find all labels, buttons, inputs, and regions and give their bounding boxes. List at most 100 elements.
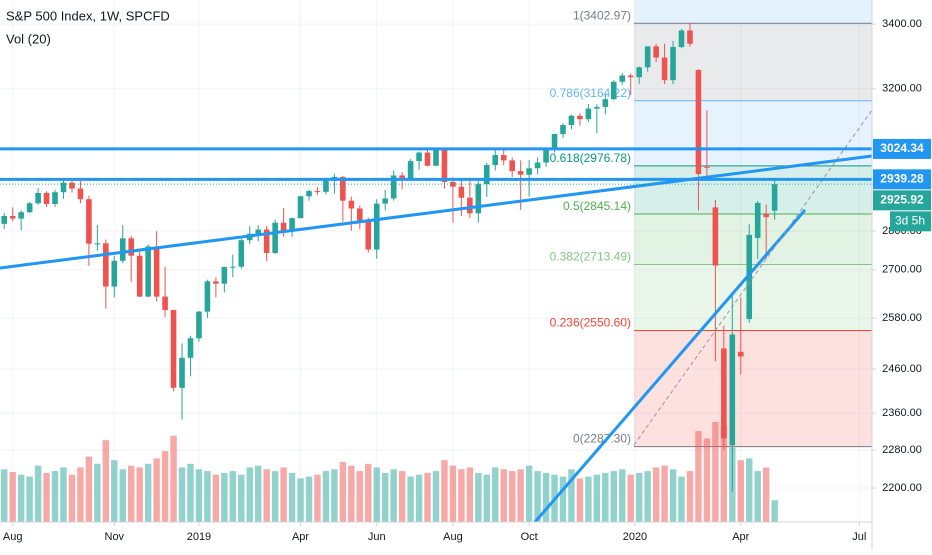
volume-bar [703,438,711,522]
volume-bar [9,472,16,522]
volume-bar [1,469,8,522]
candle-body [153,246,160,297]
volume-bar [652,467,660,522]
candle-body [543,149,549,163]
volume-bar [525,465,533,522]
x-tick-label: Oct [521,531,538,543]
volume-bar [77,467,84,522]
candle-body [348,200,355,209]
candle-body [509,160,515,172]
candle-body [111,260,118,287]
fib-label: 1(3402.97) [573,8,631,22]
candle-body [170,310,177,388]
volume-bar [212,474,220,522]
indicator-label: Vol (20) [6,31,51,46]
y-tick-label: 2200.00 [882,482,922,494]
fib-band [634,100,872,166]
candle-body [433,148,439,166]
axes: 3400.003200.002800.002700.002580.002460.… [3,18,931,543]
x-tick-label: Jun [368,531,386,543]
volume-bar [483,474,491,522]
candle-body [450,181,456,187]
candle-body [94,243,101,245]
volume-bar [669,469,677,522]
volume-bar [348,465,355,522]
candle-body [467,197,473,214]
candle-body [695,69,702,175]
candle-body [619,75,626,82]
volume-bar [102,440,110,522]
candles [1,23,778,492]
volume-bar [390,469,397,522]
candle-body [52,192,58,205]
candle-body [678,30,685,47]
candle-body [323,179,329,192]
volume-bar [407,476,414,522]
candle-body [729,334,736,446]
candle-body [306,191,312,197]
candle-body [560,125,566,135]
volume-bar [432,471,440,522]
volume-bar [68,474,76,522]
volume-bar [517,469,524,522]
volume-bar [610,471,618,522]
x-tick-label: 2020 [623,531,647,543]
candle-body [712,207,719,266]
candle-body [9,215,16,219]
candle-body [103,243,109,287]
candle-body [221,267,228,284]
volume-bar [695,431,702,522]
x-tick-label: Nov [105,531,125,543]
fib-band [634,23,872,101]
candle-body [746,234,753,320]
volume-bar [305,476,313,522]
candle-body [602,99,609,107]
y-tick-label: 3200.00 [882,83,922,95]
volume-bar [60,467,67,522]
fib-label: 0(2287.30) [573,432,631,446]
candle-body [365,221,372,250]
candle-body [255,229,262,234]
candle-body [704,166,710,168]
candle-body [568,115,575,126]
trend-line [0,154,873,270]
volume-bar [204,471,211,522]
price-label-box [873,190,931,211]
countdown: 3d 5h [895,214,925,228]
candle-body [272,222,278,253]
candle-body [644,46,651,68]
volume-bar [26,476,33,522]
candle-body [1,215,8,224]
volume-bar [644,471,651,522]
volume-bar [746,458,753,522]
fib-diagonal [633,109,873,446]
fib-band [634,264,872,331]
drawings [0,109,873,523]
x-tick-label: Aug [3,531,23,543]
candle-body [162,296,168,311]
candle-body [492,155,499,166]
volume-bar [51,471,59,522]
candle-body [661,57,668,81]
volume-bar [449,465,457,522]
candle-body [196,311,202,339]
candle-body [610,81,617,100]
volume-bar [34,465,42,522]
fib-band [634,214,872,265]
volume-bar [136,467,143,522]
candle-body [136,255,143,297]
volume-bar [153,458,160,522]
volume-bar [559,476,567,522]
candle-body [238,240,245,267]
volume-bar [500,469,507,522]
volume-bar [119,469,126,522]
fibonacci: 1(3402.97) 0.786(3164.22) 0.618(2976.78) 0.… [550,8,872,448]
volume-bar [271,471,279,522]
price-label: 3024.34 [880,141,924,155]
volume-bar [534,471,541,522]
volume-bar [762,467,770,522]
price-label: 2939.28 [880,172,924,186]
volume-bar [85,456,93,522]
volume-bar [415,474,423,522]
